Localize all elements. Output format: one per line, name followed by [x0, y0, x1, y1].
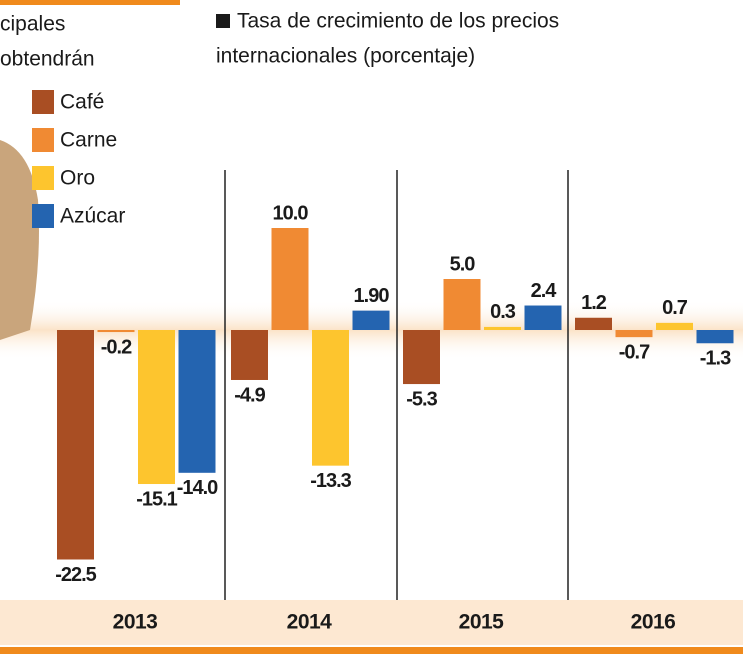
bar — [616, 330, 653, 337]
legend-label: Carne — [60, 129, 117, 152]
bar — [403, 330, 440, 384]
chart-title: internacionales (porcentaje) — [216, 45, 475, 68]
bar — [444, 279, 481, 330]
x-tick-label: 2015 — [459, 611, 505, 634]
bar — [312, 330, 349, 466]
x-tick-label: 2013 — [113, 611, 158, 634]
value-label: -15.1 — [136, 488, 177, 510]
value-label: 0.7 — [662, 297, 688, 319]
value-label: -0.2 — [101, 336, 132, 358]
value-label: -5.3 — [406, 388, 437, 410]
fragment: cipales — [0, 13, 65, 36]
legend-label: Café — [60, 91, 104, 114]
value-label: 10.0 — [273, 202, 309, 224]
chart: cipales obtendrán Tasa de crecimiento de… — [0, 0, 743, 654]
bar — [179, 330, 216, 473]
legend-swatch — [32, 166, 54, 190]
title-bullet — [216, 14, 230, 28]
bar — [484, 327, 521, 330]
bar — [98, 330, 135, 332]
value-label: -13.3 — [310, 470, 351, 492]
legend-swatch — [32, 90, 54, 114]
x-tick-label: 2014 — [287, 611, 333, 634]
value-label: 1.90 — [354, 285, 390, 307]
value-label: -0.7 — [619, 341, 650, 363]
value-label: 0.3 — [490, 301, 516, 323]
fragment: obtendrán — [0, 48, 95, 71]
value-label: -22.5 — [55, 564, 96, 586]
x-tick-label: 2016 — [631, 611, 676, 634]
value-label: -4.9 — [234, 384, 265, 406]
value-label: 1.2 — [581, 292, 607, 314]
legend-swatch — [32, 204, 54, 228]
value-label: 2.4 — [531, 280, 558, 302]
bar — [656, 323, 693, 330]
legend-label: Oro — [60, 167, 95, 190]
bar — [353, 311, 390, 330]
value-label: -14.0 — [177, 477, 218, 499]
value-label: 5.0 — [450, 253, 476, 275]
top-accent — [0, 0, 180, 5]
legend-label: Azúcar — [60, 205, 125, 228]
bar — [138, 330, 175, 484]
legend-swatch — [32, 128, 54, 152]
bar — [697, 330, 734, 343]
bar — [525, 306, 562, 330]
bar — [231, 330, 268, 380]
bottom-accent — [0, 647, 743, 654]
bar — [272, 228, 309, 330]
value-label: -1.3 — [700, 348, 731, 370]
chart-title: Tasa de crecimiento de los precios — [237, 10, 559, 33]
bar — [57, 330, 94, 560]
bar — [575, 318, 612, 330]
